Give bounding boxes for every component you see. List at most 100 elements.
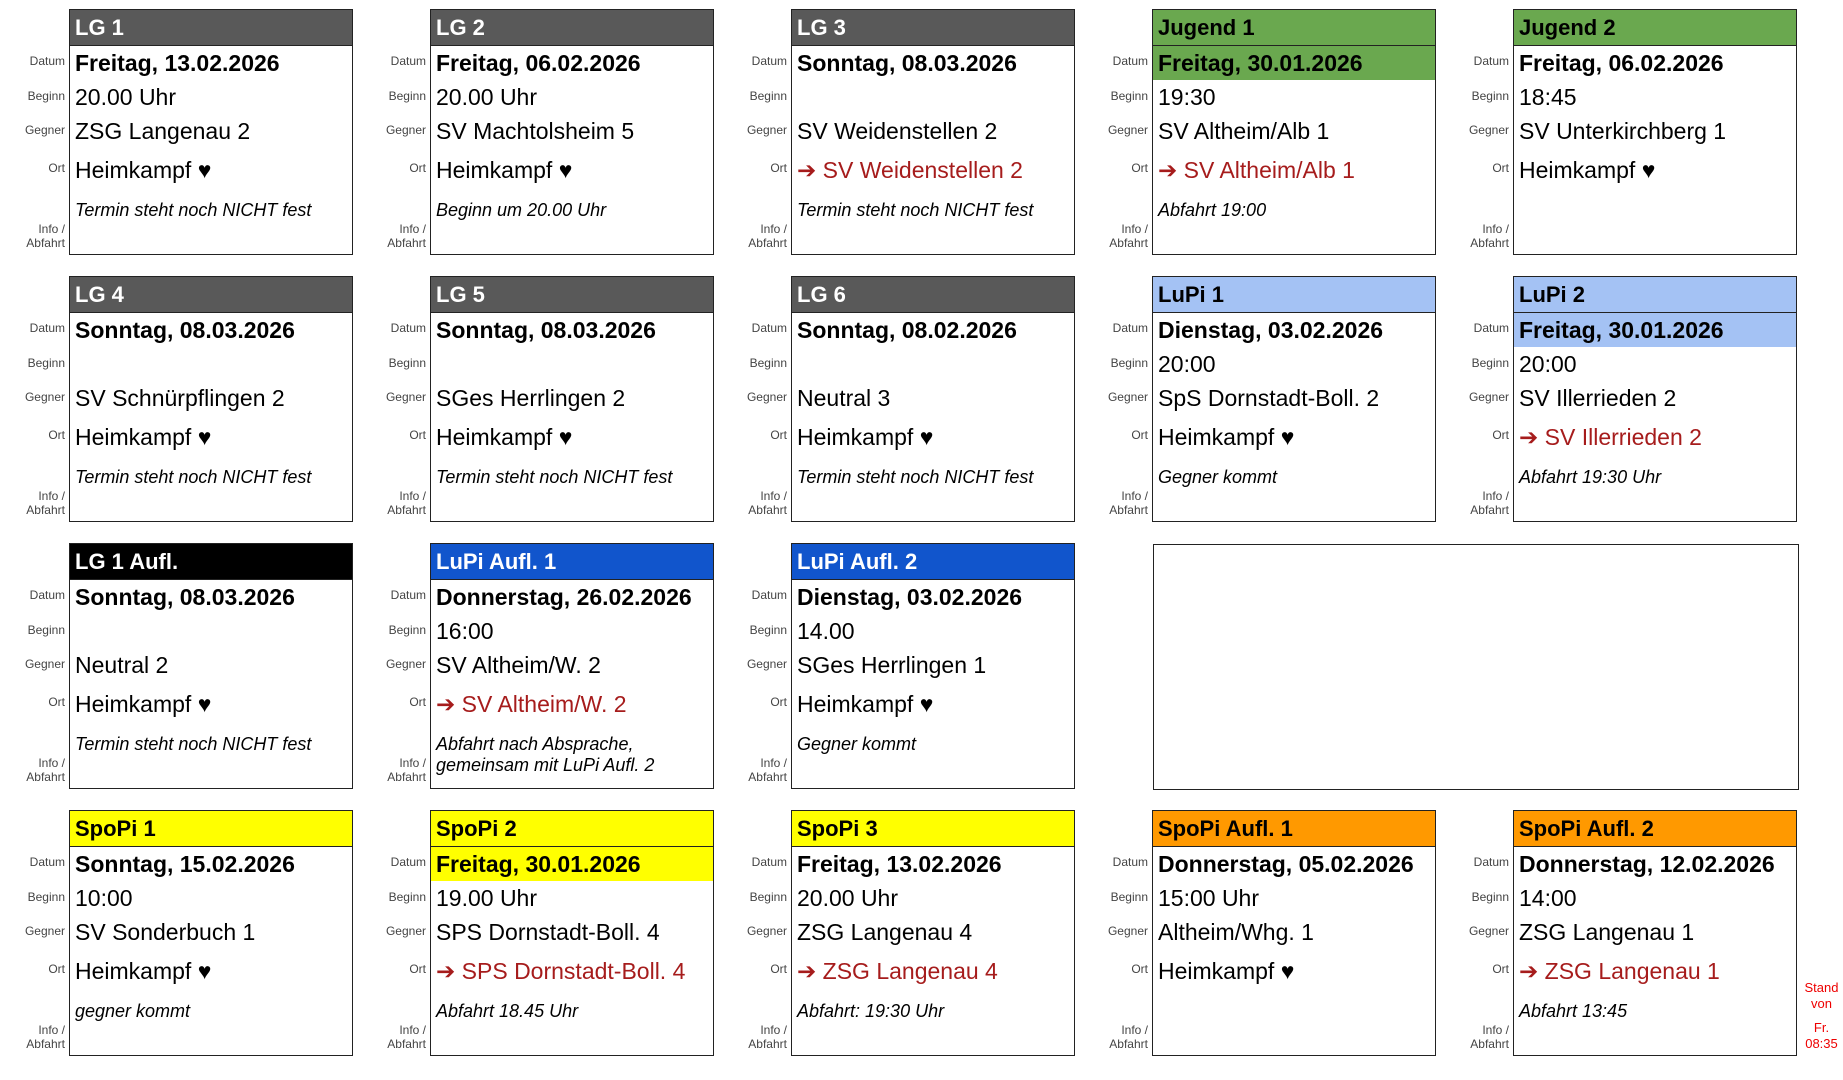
info-text: Termin steht noch NICHT fest (75, 467, 312, 487)
label-info: Info / (1121, 489, 1148, 503)
label-location: Ort (1131, 962, 1148, 976)
opponent: SV Sonderbuch 1 (75, 919, 256, 945)
card-title: LG 1 (70, 10, 352, 46)
location: Heimkampf ♥ (797, 691, 934, 717)
label-departure: Abfahrt (387, 1037, 426, 1051)
location: Heimkampf ♥ (75, 691, 212, 717)
match-card: LG 6 Sonntag, 08.02.2026 Neutral 3 Heimkamp… (791, 276, 1075, 522)
info-text: Termin steht noch NICHT fest (797, 200, 1034, 220)
opponent: SV Schnürpflingen 2 (75, 385, 285, 411)
label-date: Datum (29, 588, 65, 602)
match-time: 10:00 (75, 885, 133, 911)
match-time: 20:00 (1158, 351, 1216, 377)
label-date: Datum (29, 54, 65, 68)
label-date: Datum (1473, 54, 1509, 68)
match-time: 20.00 Uhr (797, 885, 899, 911)
match-time: 19.00 Uhr (436, 885, 538, 911)
opponent: SV Weidenstellen 2 (797, 118, 998, 144)
match-time: 15:00 Uhr (1158, 885, 1260, 911)
label-opponent: Gegner (746, 390, 787, 404)
label-location: Ort (770, 962, 787, 976)
label-time: Beginn (388, 890, 426, 904)
label-time: Beginn (27, 890, 65, 904)
match-card: Jugend 1 Freitag, 30.01.2026 19:30 SV Althe… (1152, 9, 1436, 255)
label-info: Info / (1121, 1023, 1148, 1037)
label-opponent: Gegner (24, 390, 65, 404)
label-location: Ort (1492, 161, 1509, 175)
label-departure: Abfahrt (26, 236, 65, 250)
timestamp-line: 08:35 (1805, 1036, 1838, 1051)
label-time: Beginn (1110, 356, 1148, 370)
label-location: Ort (1492, 428, 1509, 442)
info-text: Gegner kommt (1158, 467, 1278, 487)
location: Heimkampf ♥ (1519, 157, 1656, 183)
label-info: Info / (1482, 489, 1509, 503)
label-opponent: Gegner (1468, 924, 1509, 938)
match-date: Freitag, 30.01.2026 (431, 847, 713, 881)
info-text: Termin steht noch NICHT fest (797, 467, 1034, 487)
label-opponent: Gegner (1468, 123, 1509, 137)
label-location: Ort (770, 161, 787, 175)
label-time: Beginn (1471, 356, 1509, 370)
label-info: Info / (760, 1023, 787, 1037)
opponent: SpS Dornstadt-Boll. 2 (1158, 385, 1380, 411)
location: Heimkampf ♥ (1158, 958, 1295, 984)
info-text: gegner kommt (75, 1001, 191, 1021)
card-title: SpoPi 1 (70, 811, 352, 847)
match-date: Freitag, 30.01.2026 (1514, 313, 1796, 347)
match-card: Jugend 2 Freitag, 06.02.2026 18:45 SV Unter… (1513, 9, 1797, 255)
label-opponent: Gegner (746, 657, 787, 671)
label-time: Beginn (749, 623, 787, 637)
label-departure: Abfahrt (748, 1037, 787, 1051)
label-location: Ort (1131, 428, 1148, 442)
label-time: Beginn (388, 89, 426, 103)
opponent: ZSG Langenau 2 (75, 118, 251, 144)
match-card: LG 2 Freitag, 06.02.2026 20.00 Uhr SV Macht… (430, 9, 714, 255)
opponent: SV Altheim/W. 2 (436, 652, 601, 678)
match-date: Sonntag, 08.03.2026 (797, 50, 1017, 76)
label-date: Datum (1112, 855, 1148, 869)
info-text: Abfahrt 19:00 (1158, 200, 1267, 220)
location: Heimkampf ♥ (75, 958, 212, 984)
match-card: LuPi Aufl. 2 Dienstag, 03.02.2026 14.00 SGe… (791, 543, 1075, 789)
label-date: Datum (751, 54, 787, 68)
location: Heimkampf ♥ (436, 424, 573, 450)
label-info: Info / (399, 1023, 426, 1037)
empty-card (1153, 544, 1799, 790)
card-title: LG 1 Aufl. (70, 544, 352, 580)
label-opponent: Gegner (24, 123, 65, 137)
match-date: Donnerstag, 26.02.2026 (436, 584, 692, 610)
opponent: SGes Herrlingen 1 (797, 652, 987, 678)
label-location: Ort (1131, 161, 1148, 175)
match-date: Sonntag, 08.02.2026 (797, 317, 1017, 343)
label-info: Info / (760, 222, 787, 236)
label-date: Datum (29, 321, 65, 335)
label-info: Info / (760, 489, 787, 503)
label-location: Ort (409, 695, 426, 709)
match-card: SpoPi 1 Sonntag, 15.02.2026 10:00 SV Sonder… (69, 810, 353, 1056)
label-departure: Abfahrt (1470, 236, 1509, 250)
label-date: Datum (1473, 321, 1509, 335)
label-departure: Abfahrt (1109, 503, 1148, 517)
label-date: Datum (390, 54, 426, 68)
label-opponent: Gegner (385, 390, 426, 404)
card-title: LuPi 1 (1153, 277, 1435, 313)
label-opponent: Gegner (1107, 123, 1148, 137)
match-time: 14:00 (1519, 885, 1577, 911)
match-date: Donnerstag, 05.02.2026 (1158, 851, 1414, 877)
match-time: 20.00 Uhr (436, 84, 538, 110)
match-time: 20:00 (1519, 351, 1577, 377)
label-departure: Abfahrt (748, 503, 787, 517)
opponent: SGes Herrlingen 2 (436, 385, 626, 411)
label-info: Info / (1121, 222, 1148, 236)
label-location: Ort (48, 161, 65, 175)
label-departure: Abfahrt (387, 770, 426, 784)
opponent: Altheim/Whg. 1 (1158, 919, 1314, 945)
label-time: Beginn (27, 89, 65, 103)
timestamp-line: Fr. (1813, 1020, 1830, 1035)
match-card: LG 1 Aufl. Sonntag, 08.03.2026 Neutral 2 He… (69, 543, 353, 789)
location: ➔ SV Altheim/Alb 1 (1158, 157, 1355, 183)
label-departure: Abfahrt (26, 1037, 65, 1051)
label-date: Datum (390, 321, 426, 335)
